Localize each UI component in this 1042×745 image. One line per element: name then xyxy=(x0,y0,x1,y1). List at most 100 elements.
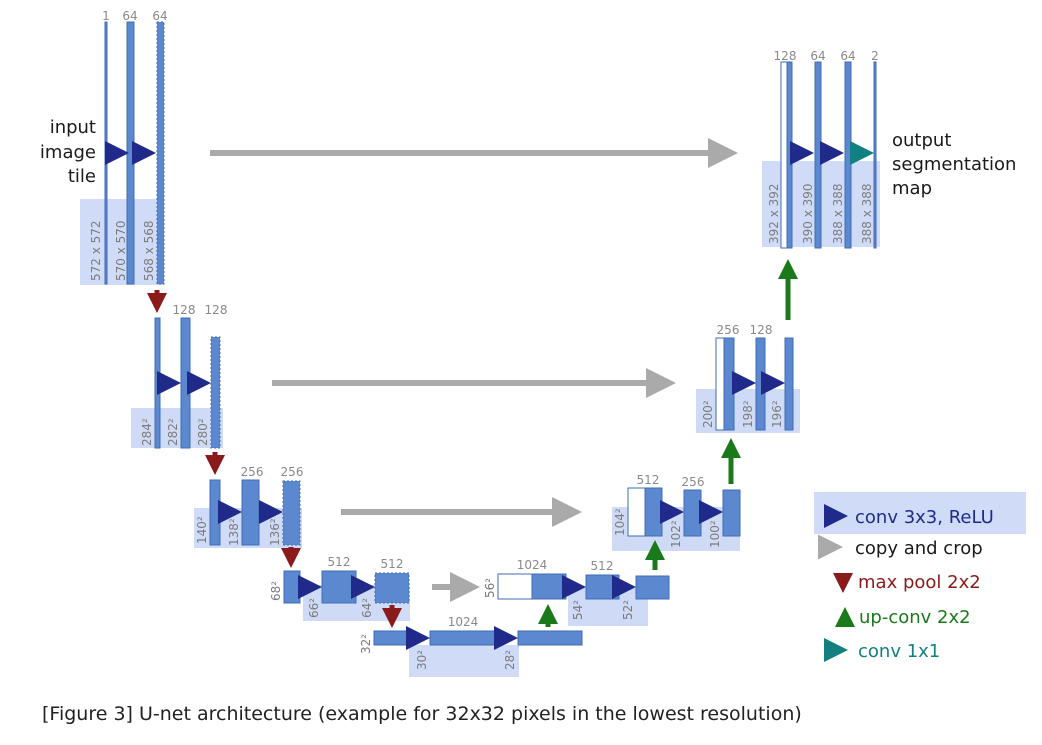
copy-crop-arrows xyxy=(210,138,738,602)
feature-map-l3-c xyxy=(683,489,702,537)
legend: conv 3x3, ReLU copy and crop max pool 2x… xyxy=(814,492,1026,662)
size-label: 100² xyxy=(708,520,722,548)
feature-map-l1-output xyxy=(873,61,877,249)
unet-diagram: 1 64 64 128 64 64 2 128 128 256 128 256 … xyxy=(40,9,1026,677)
size-label: 52² xyxy=(621,600,635,620)
legend-conv1-label: conv 1x1 xyxy=(858,641,940,662)
feature-map-l1-a xyxy=(126,21,135,285)
feature-map-l5-a xyxy=(429,630,497,646)
feature-map-l2-c xyxy=(755,337,766,431)
feature-map-l4-copied xyxy=(497,573,533,600)
size-label: 56² xyxy=(483,578,497,598)
feature-map-l3-d xyxy=(722,489,741,537)
size-label: 200² xyxy=(701,400,715,428)
figure-caption: [Figure 3] U-net architecture (example f… xyxy=(42,703,802,725)
channel-label: 256 xyxy=(717,323,740,337)
size-label: 388 x 388 xyxy=(860,183,874,244)
legend-conv-highlight xyxy=(814,492,1026,534)
feature-map-l4-c xyxy=(585,574,620,600)
size-label: 138² xyxy=(227,518,241,546)
feature-map-l5-pooled xyxy=(373,630,408,646)
feature-map-l3-a xyxy=(241,479,260,546)
channel-label: 64 xyxy=(810,49,825,63)
channel-label: 512 xyxy=(328,555,351,569)
feature-map-l4-up xyxy=(531,573,567,600)
size-label: 572 x 572 xyxy=(89,220,103,281)
legend-copy-label: copy and crop xyxy=(855,538,983,559)
feature-map-l2-pooled xyxy=(154,317,161,449)
conv-arrows xyxy=(105,141,844,650)
feature-map-l2-copied xyxy=(715,337,725,431)
size-label: 392 x 392 xyxy=(767,183,781,244)
channel-label: 128 xyxy=(750,323,773,337)
up-conv-arrows xyxy=(538,259,798,627)
input-label-line: tile xyxy=(68,166,96,187)
size-label: 570 x 570 xyxy=(114,220,128,281)
size-labels: 572 x 572 570 x 570 568 x 568 392 x 392 … xyxy=(89,183,874,670)
size-label: 64² xyxy=(360,598,374,618)
feature-map-l1-input xyxy=(104,21,108,285)
feature-map-l2-up xyxy=(723,337,735,431)
feature-map-l1-up xyxy=(786,61,793,249)
size-label: 284² xyxy=(140,418,154,446)
feature-map-l2-a xyxy=(180,317,191,449)
size-label: 196² xyxy=(770,400,784,428)
size-label: 280² xyxy=(196,418,210,446)
size-label: 104² xyxy=(613,508,627,536)
highlight-level2-left xyxy=(131,408,223,448)
feature-map-l4-d xyxy=(635,575,670,600)
channel-labels: 1 64 64 128 64 64 2 128 128 256 128 256 … xyxy=(102,9,879,629)
size-label: 282² xyxy=(166,418,180,446)
size-label: 568 x 568 xyxy=(142,220,156,281)
input-label: input image tile xyxy=(40,117,96,187)
feature-map-l3-b xyxy=(282,480,301,546)
feature-map-l3-up xyxy=(644,487,663,537)
highlight-level2-right xyxy=(696,389,800,433)
feature-map-l3-copied xyxy=(627,487,646,537)
size-label: 198² xyxy=(741,400,755,428)
feature-map-l4-a xyxy=(321,570,357,604)
feature-map-l1-copied xyxy=(780,61,788,249)
size-label: 28² xyxy=(503,650,517,670)
output-label: output segmentation map xyxy=(892,130,1016,199)
input-label-line: image xyxy=(40,142,96,163)
size-label: 136² xyxy=(268,518,282,546)
highlight-level5 xyxy=(409,645,519,677)
channel-label: 512 xyxy=(591,559,614,573)
legend-up-label: up-conv 2x2 xyxy=(859,607,971,628)
output-label-line: map xyxy=(892,178,932,199)
size-label: 66² xyxy=(307,598,321,618)
highlight-level1-left xyxy=(80,199,164,285)
channel-label: 64 xyxy=(152,9,167,23)
size-label: 140² xyxy=(195,516,209,544)
size-label: 102² xyxy=(669,520,683,548)
legend-conv-label: conv 3x3, ReLU xyxy=(855,507,994,528)
channel-label: 64 xyxy=(840,49,855,63)
channel-label: 1024 xyxy=(448,615,479,629)
channel-label: 128 xyxy=(774,49,797,63)
channel-label: 256 xyxy=(682,475,705,489)
channel-label: 512 xyxy=(381,557,404,571)
feature-map-l3-pooled xyxy=(209,479,221,546)
feature-map-l1-b xyxy=(156,21,165,285)
channel-label: 64 xyxy=(122,9,137,23)
legend-pool-label: max pool 2x2 xyxy=(858,572,981,593)
channel-label: 128 xyxy=(205,303,228,317)
feature-map-l5-b xyxy=(517,630,583,646)
output-label-line: segmentation xyxy=(892,154,1016,175)
output-label-line: output xyxy=(892,130,951,151)
size-label: 54² xyxy=(571,600,585,620)
size-label: 30² xyxy=(415,650,429,670)
size-label: 68² xyxy=(269,581,283,601)
max-pool-arrows xyxy=(147,290,402,628)
feature-map-l1-c xyxy=(814,61,822,249)
channel-label: 256 xyxy=(281,465,304,479)
channel-label: 512 xyxy=(637,473,660,487)
feature-map-l2-d xyxy=(784,337,794,431)
size-label: 32² xyxy=(359,634,373,654)
channel-label: 1 xyxy=(102,9,110,23)
channel-label: 2 xyxy=(871,49,879,63)
channel-label: 1024 xyxy=(517,558,548,572)
feature-map-l2-b xyxy=(210,336,221,449)
size-label: 390 x 390 xyxy=(801,183,815,244)
